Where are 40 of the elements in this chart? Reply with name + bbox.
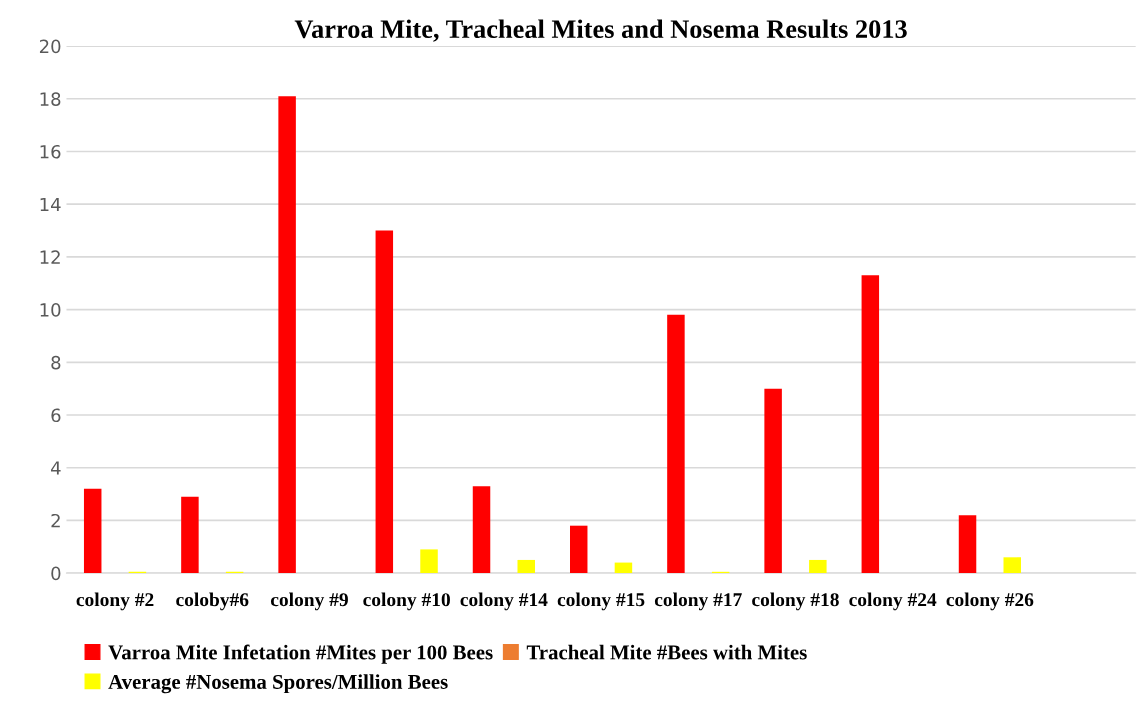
- x-tick-label: colony #2: [76, 592, 154, 611]
- bar: [569, 525, 588, 574]
- y-tick-label: 18: [40, 92, 61, 106]
- x-tick-label: colony #15: [557, 592, 645, 611]
- x-tick-label: coloby#6: [176, 592, 249, 611]
- y-tick-label: 6: [51, 408, 61, 423]
- y-tick-label: 20: [39, 39, 61, 54]
- x-tick-label: colony #24: [849, 592, 937, 611]
- bar: [958, 515, 977, 574]
- x-tick-label: colony #10: [363, 592, 450, 611]
- y-tick-label: 8: [51, 355, 61, 370]
- legend-label: Average #Nosema Spores/Million Bees: [108, 674, 448, 694]
- bar: [517, 559, 535, 574]
- bar: [420, 549, 438, 574]
- bar: [181, 496, 199, 574]
- bar: [1003, 557, 1021, 574]
- x-tick-label: colony #18: [752, 592, 839, 611]
- bar: [809, 559, 827, 574]
- bar: [83, 488, 102, 574]
- y-tick-label: 4: [51, 461, 61, 475]
- bar: [614, 562, 633, 574]
- y-tick-label: 16: [40, 144, 61, 159]
- bar: [472, 486, 491, 574]
- bar: [278, 96, 296, 574]
- x-tick-label: colony #14: [460, 592, 548, 611]
- x-tick-label: colony #17: [654, 592, 742, 611]
- y-tick-label: 0: [51, 566, 61, 581]
- bar: [667, 314, 685, 574]
- legend-label: Varroa Mite Infetation #Mites per 100 Bees: [108, 644, 493, 664]
- chart-title: Varroa Mite, Tracheal Mites and Nosema Results 2013: [294, 19, 907, 42]
- y-tick-label: 10: [40, 303, 61, 317]
- bar: [375, 230, 394, 574]
- bar: [861, 275, 880, 574]
- y-tick-label: 2: [51, 513, 60, 528]
- legend-label: Tracheal Mite #Bees with Mites: [526, 644, 807, 660]
- y-tick-label: 14: [40, 197, 61, 212]
- x-tick-label: colony #26: [946, 592, 1034, 611]
- bar: [764, 388, 782, 574]
- x-tick-label: colony #9: [270, 592, 348, 611]
- y-tick-label: 12: [40, 250, 60, 264]
